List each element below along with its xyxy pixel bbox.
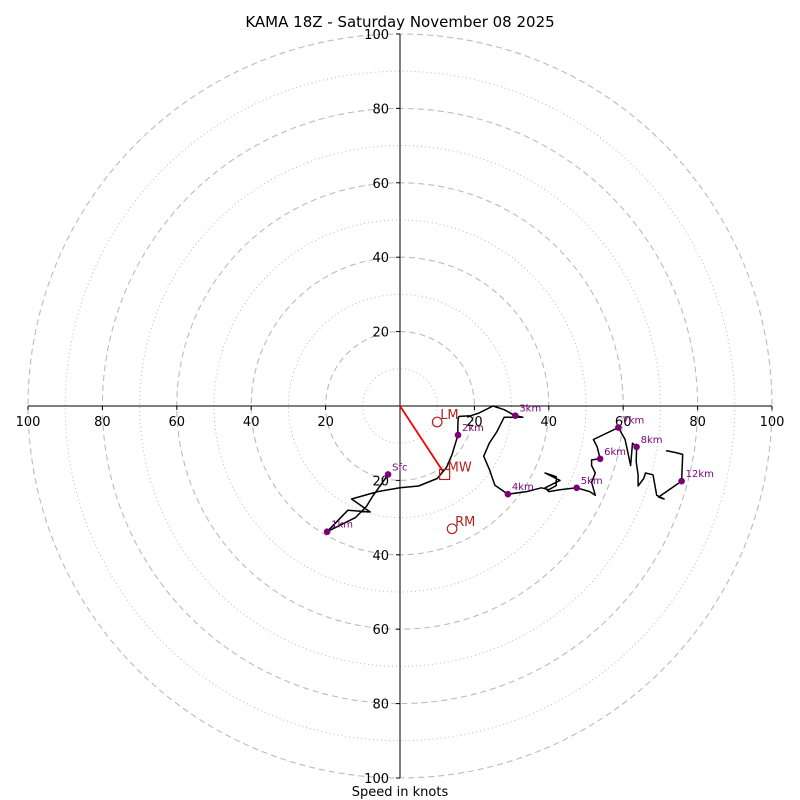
height-marker-dot: [323, 528, 331, 536]
hodograph-trace: [326, 405, 684, 533]
height-marker-dot: [573, 484, 580, 492]
storm-motion-marker: [446, 523, 458, 535]
height-marker-label: 2km: [462, 423, 484, 434]
height-marker-dot: [596, 455, 604, 463]
y-tick-label: 20: [372, 326, 389, 341]
x-tick-label: 80: [689, 415, 706, 430]
chart-title: KAMA 18Z - Saturday November 08 2025: [245, 13, 554, 31]
x-tick-label: 40: [243, 415, 260, 430]
storm-motion-markers: LM MW RM: [431, 408, 475, 535]
y-tick-label: 40: [372, 549, 389, 564]
tick-labels: 100 80 60 40 20 20 40 60 80 100100806040202040608…: [16, 28, 785, 787]
storm-motion-label: RM: [455, 515, 475, 530]
x-tick-label: 100: [16, 415, 41, 430]
x-tick-label: 100: [760, 415, 785, 430]
x-tick-label: 40: [541, 415, 558, 430]
height-marker-label: 7km: [622, 416, 644, 427]
y-tick-label: 60: [372, 623, 389, 638]
height-marker-label: 1km: [331, 520, 353, 531]
height-markers: Sfc 1km 2km 3km 4km 5km 6km 7km 8km 12km: [323, 404, 714, 536]
x-tick-label: 60: [169, 415, 186, 430]
height-marker-label: 12km: [686, 469, 714, 480]
y-tick-label: 80: [372, 698, 389, 713]
x-tick-label: 80: [94, 415, 111, 430]
height-marker-dot: [512, 412, 519, 419]
storm-motion-label: LM: [440, 408, 458, 423]
mean-wind-line-group: [399, 405, 444, 472]
height-marker-dot: [384, 471, 392, 478]
height-marker-label: 3km: [519, 404, 541, 415]
height-marker-label: 6km: [604, 447, 626, 458]
x-tick-label: 20: [317, 415, 334, 430]
x-axis-label: Speed in knots: [352, 785, 449, 800]
hodograph-trace-group: [326, 405, 684, 533]
height-marker-dot: [678, 477, 685, 485]
height-marker-label: 8km: [641, 435, 663, 446]
y-tick-label: 100: [364, 772, 389, 787]
y-tick-label: 100: [364, 28, 389, 43]
height-marker-dot: [504, 490, 512, 498]
height-marker-label: 4km: [512, 482, 534, 493]
y-tick-label: 80: [372, 102, 389, 117]
height-marker-dot: [454, 431, 462, 439]
height-marker-dot: [633, 443, 640, 451]
storm-motion-marker: [431, 416, 443, 428]
storm-motion-marker: [439, 468, 451, 481]
y-tick-label: 40: [372, 251, 389, 266]
x-tick-label: 20: [466, 415, 483, 430]
mean-wind-line: [399, 405, 444, 472]
height-marker-dot: [615, 424, 622, 431]
height-marker-label: Sfc: [392, 462, 407, 473]
height-marker-label: 5km: [581, 476, 603, 487]
storm-motion-label: MW: [448, 460, 472, 475]
y-tick-label: 60: [372, 177, 389, 192]
